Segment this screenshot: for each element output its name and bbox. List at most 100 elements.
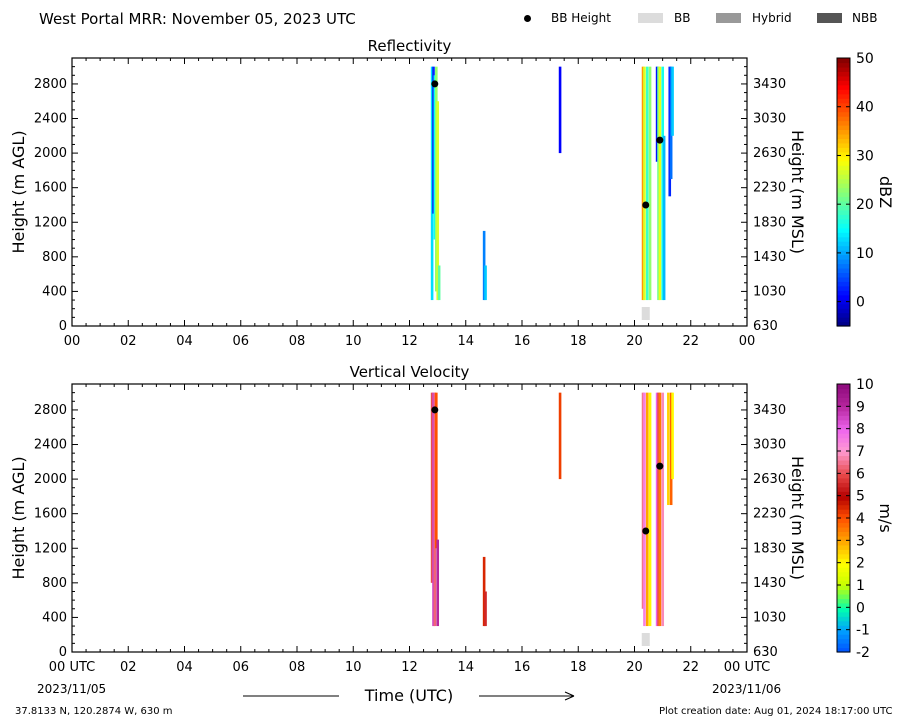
colorbar-frame [836, 57, 851, 327]
colorbar-segment [837, 156, 850, 162]
colorbar-segment [837, 477, 850, 483]
y2-tick-label: 2630 [753, 472, 786, 487]
data-streak [661, 66, 665, 301]
y2-axis-label: Height (m MSL) [788, 130, 807, 254]
colorbar-segment [837, 576, 850, 582]
colorbar-segment [837, 388, 850, 394]
panel-title: Vertical Velocity [350, 363, 470, 381]
legend-bb-swatch [638, 13, 663, 23]
date-start-label: 2023/11/05 [37, 682, 107, 696]
colorbar-segment [837, 616, 850, 622]
colorbar-segment [837, 491, 850, 497]
colorbar-segment [837, 75, 850, 81]
colorbar-segment [837, 468, 850, 474]
date-end-label: 2023/11/06 [712, 682, 782, 696]
y-tick-label: 0 [59, 645, 67, 660]
x-tick-label: 18 [570, 334, 587, 349]
colorbar-tick-label: 40 [856, 100, 874, 116]
plot-creation-date: Plot creation date: Aug 01, 2024 18:17:0… [659, 706, 893, 717]
colorbar-segment [837, 192, 850, 198]
colorbar-segment [837, 272, 850, 278]
x-axis-label: Time (UTC) [364, 686, 453, 705]
bb-height-point [431, 80, 439, 88]
colorbar-segment [837, 446, 850, 452]
colorbar-segment [837, 133, 850, 139]
colorbar-segment [837, 259, 850, 265]
x-tick-label: 06 [232, 660, 249, 675]
y-tick-label: 800 [42, 250, 67, 265]
y-tick-label: 400 [42, 610, 67, 625]
legend-label-hybrid: Hybrid [752, 11, 792, 25]
data-streak [661, 392, 665, 627]
plot-frame [71, 383, 748, 653]
colorbar-tick-label: 10 [856, 377, 874, 393]
colorbar-segment [837, 500, 850, 506]
colorbar-segment [837, 384, 850, 390]
data-streak [436, 539, 440, 627]
colorbar-segment [837, 553, 850, 559]
colorbar-tick-label: 0 [856, 295, 865, 311]
data-streak [558, 66, 562, 154]
x-tick-label: 02 [120, 334, 137, 349]
colorbar-segment [837, 93, 850, 99]
colorbar-segment [837, 522, 850, 528]
colorbar-segment [837, 303, 850, 309]
legend-bb-height-dot-icon [524, 15, 531, 22]
colorbar-segment [837, 62, 850, 68]
data-streak [435, 66, 438, 292]
colorbar-segment [837, 84, 850, 90]
y-tick-label: 2000 [34, 472, 67, 487]
y2-tick-label: 2230 [753, 181, 786, 196]
x-tick-label: 00 [64, 334, 81, 349]
y-tick-label: 400 [42, 284, 67, 299]
colorbar-segment [837, 80, 850, 86]
colorbar-segment [837, 102, 850, 108]
x-tick-label: 00 UTC [724, 660, 770, 675]
colorbar-tick-label: 9 [856, 399, 865, 415]
colorbar-segment [837, 187, 850, 193]
data-streak [482, 556, 486, 627]
legend-nbb-swatch [817, 13, 842, 23]
data-streak [657, 66, 660, 301]
colorbar-segment [837, 410, 850, 416]
colorbar-segment [837, 58, 850, 64]
colorbar-segment [837, 285, 850, 291]
data-streak [668, 66, 672, 197]
y2-tick-label: 1430 [753, 576, 786, 591]
y-tick-label: 0 [59, 319, 67, 334]
colorbar-segment [837, 200, 850, 206]
y2-axis-label: Height (m MSL) [788, 456, 807, 580]
colorbar-segment [837, 518, 850, 524]
y-tick-label: 2800 [34, 77, 67, 92]
data-streak [645, 66, 649, 301]
colorbar-tick-label: 6 [856, 466, 865, 482]
colorbar-segment [837, 544, 850, 550]
data-streak [658, 66, 662, 301]
colorbar-segment [837, 629, 850, 635]
colorbar-segment [837, 611, 850, 617]
colorbar-segment [837, 120, 850, 126]
y2-tick-label: 2630 [753, 146, 786, 161]
colorbar-segment [837, 401, 850, 407]
colorbar-segment [837, 531, 850, 537]
colorbar-segment [837, 419, 850, 425]
bb-height-point [656, 462, 664, 470]
bb-height-point [642, 201, 650, 209]
colorbar-segment [837, 638, 850, 644]
colorbar-segment [837, 147, 850, 153]
colorbar-tick-label: 10 [856, 246, 874, 262]
x-tick-label: 08 [289, 334, 306, 349]
colorbar-segment [837, 571, 850, 577]
colorbar-segment [837, 647, 850, 653]
legend-label-bb: BB [674, 11, 691, 25]
data-streak [430, 392, 434, 583]
data-streak [482, 230, 486, 301]
colorbar-segment [837, 89, 850, 95]
data-streak [435, 392, 438, 549]
x-tick-label: 04 [176, 334, 193, 349]
colorbar-segment [837, 607, 850, 613]
x-tick-label: 20 [626, 660, 643, 675]
colorbar-segment [837, 625, 850, 631]
